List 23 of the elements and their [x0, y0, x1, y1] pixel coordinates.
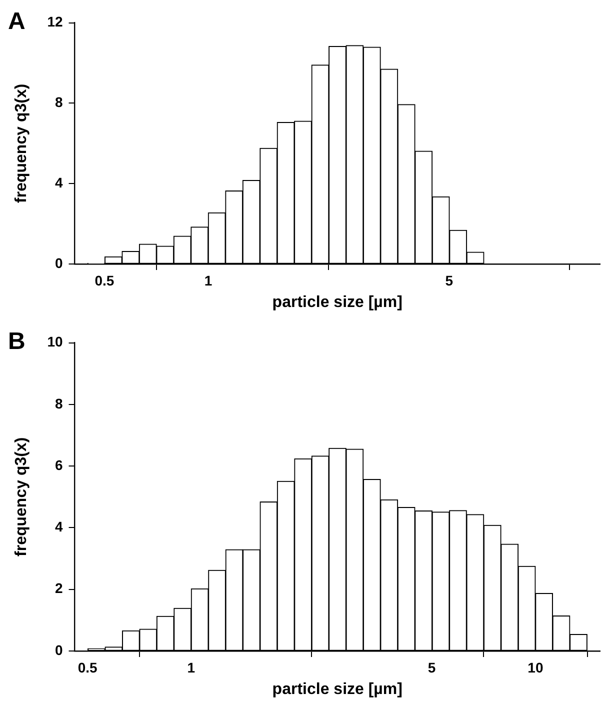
x-axis-title: particle size [µm]	[272, 294, 402, 311]
x-tick-label: 0.5	[94, 272, 114, 288]
y-tick-label: 10	[47, 334, 63, 350]
y-tick-label: 2	[54, 580, 63, 596]
y-axis-title: frequency q3(x)	[13, 84, 30, 203]
chart-title: B	[8, 328, 26, 356]
x-tick-label: 5	[445, 272, 454, 288]
y-tick-label: 0	[54, 642, 63, 658]
x-tick-label: 0.5	[78, 659, 98, 676]
y-tick-label: 8	[54, 94, 63, 110]
y-axis-title: frequency q3(x)	[13, 437, 30, 556]
y-tick-label: 4	[54, 518, 63, 535]
y-tick-label: 6	[54, 456, 63, 473]
x-axis-title: particle size [µm]	[272, 680, 402, 698]
y-tick-label: 8	[54, 395, 63, 412]
x-tick-label: 1	[187, 659, 196, 676]
x-tick-label: 10	[528, 659, 544, 676]
y-tick-label: 4	[54, 174, 63, 190]
chart-title: A	[8, 8, 26, 36]
x-tick-label: 1	[204, 272, 212, 288]
x-tick-label: 5	[428, 659, 436, 676]
y-tick-label: 0	[54, 254, 63, 271]
y-tick-label: 12	[47, 14, 63, 30]
